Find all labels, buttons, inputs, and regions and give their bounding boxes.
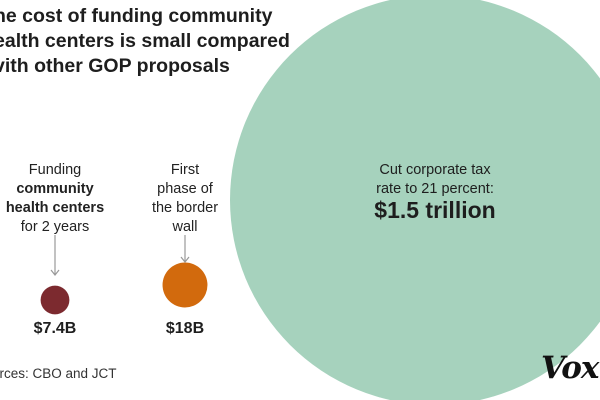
caption-line-1-2: community <box>16 181 93 197</box>
vox-logo: Vox <box>541 350 599 386</box>
title-line-3: vith other GOP proposals <box>0 55 230 77</box>
bubble-3 <box>230 0 600 400</box>
value-label-1: $7.4B <box>34 320 77 337</box>
caption-line-1-4: for 2 years <box>21 219 90 235</box>
bubble-1 <box>40 285 70 315</box>
caption-line-3-1: Cut corporate tax <box>379 162 491 178</box>
title-line-1: he cost of funding community <box>0 5 273 27</box>
arrow-head-2 <box>180 256 190 263</box>
title-line-2: ealth centers is small compared <box>0 30 290 52</box>
source-note: urces: CBO and JCT <box>0 366 117 381</box>
caption-line-1-1: Funding <box>29 162 81 178</box>
bubble-2 <box>162 262 208 308</box>
caption-line-2-3: the border <box>152 200 218 216</box>
caption-line-2-1: First <box>171 162 199 178</box>
value-label-3: $1.5 trillion <box>374 197 495 223</box>
caption-line-2-4: wall <box>172 219 198 235</box>
caption-line-3-2: rate to 21 percent: <box>376 181 494 197</box>
arrow-head-1 <box>50 269 60 276</box>
value-label-2: $18B <box>166 320 204 337</box>
caption-line-1-3: health centers <box>6 200 104 216</box>
caption-line-2-2: phase of <box>157 181 214 197</box>
chart-title: he cost of funding community ealth cente… <box>0 4 314 79</box>
